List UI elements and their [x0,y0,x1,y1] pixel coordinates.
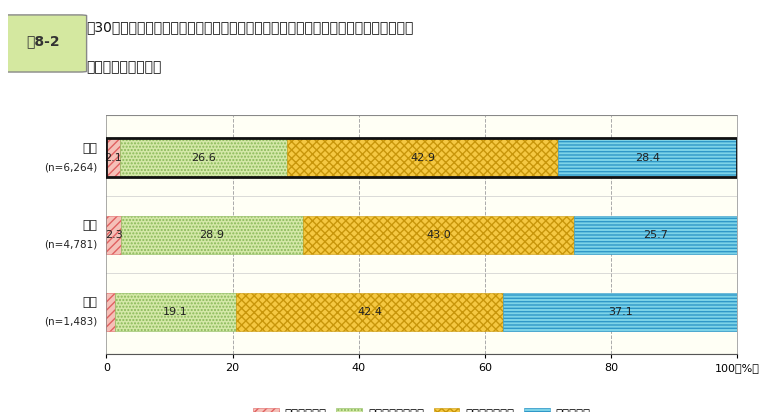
Bar [116,293,236,331]
Bar [287,138,558,177]
Text: (n=1,483): (n=1,483) [43,317,97,327]
Text: 19.1: 19.1 [163,307,188,317]
Bar [303,215,575,254]
Text: 28.4: 28.4 [635,153,660,163]
Bar [503,293,737,331]
Text: 男性: 男性 [82,219,97,232]
Text: (n=6,264): (n=6,264) [43,163,97,173]
Bar [121,215,303,254]
Text: 女性: 女性 [82,296,97,309]
Text: 26.6: 26.6 [192,153,216,163]
FancyBboxPatch shape [0,15,87,72]
Bar [575,215,736,254]
Text: 等についての安心感: 等についての安心感 [87,61,162,75]
Text: 総数: 総数 [82,142,97,155]
Bar [106,293,116,331]
Bar [106,215,121,254]
Bar [106,138,119,177]
Text: 2.1: 2.1 [104,153,122,163]
Text: 42.9: 42.9 [410,153,435,163]
Text: 2.3: 2.3 [105,230,122,240]
Text: 43.0: 43.0 [426,230,451,240]
Text: 28.9: 28.9 [200,230,224,240]
Text: 図8-2: 図8-2 [26,35,60,49]
Text: 【30代職員調査】今後の能力開発・専門性習得等のキャリア形成、仕事と生活の両立: 【30代職員調査】今後の能力開発・専門性習得等のキャリア形成、仕事と生活の両立 [87,20,414,34]
Bar [558,138,737,177]
Legend: 安心している, 概ね安心している, 少し不安である, 不安である: 安心している, 概ね安心している, 少し不安である, 不安である [249,403,595,412]
Bar [236,293,503,331]
Text: 25.7: 25.7 [643,230,668,240]
Text: 37.1: 37.1 [608,307,632,317]
Bar [106,138,737,177]
Text: 42.4: 42.4 [357,307,382,317]
Bar [119,138,287,177]
Text: (n=4,781): (n=4,781) [43,240,97,250]
